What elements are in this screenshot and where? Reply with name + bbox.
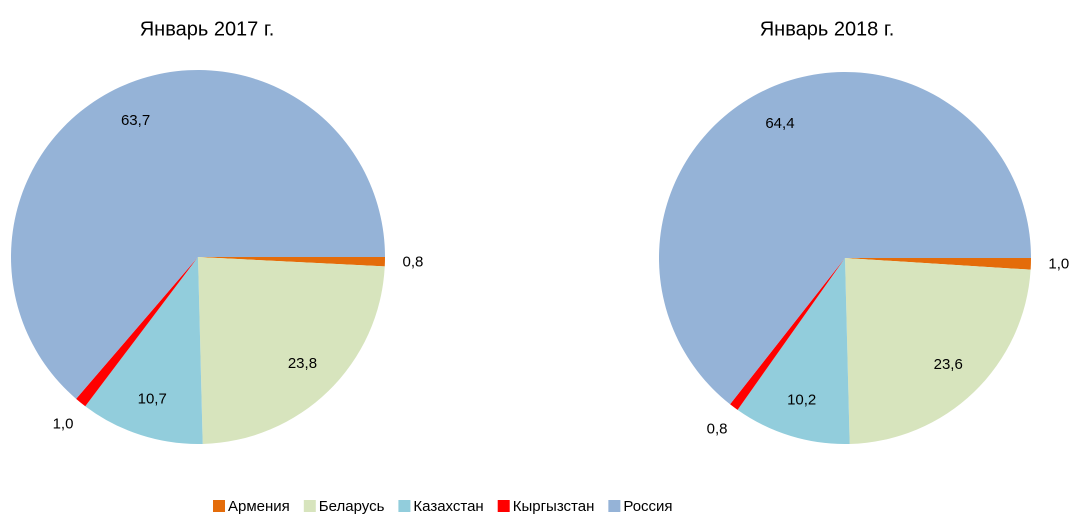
legend-label: Казахстан — [413, 498, 483, 515]
pie-slice — [76, 257, 198, 407]
pie-slice — [845, 258, 1031, 444]
pie-slice — [198, 257, 385, 444]
legend-swatch — [608, 500, 621, 512]
legend-label: Россия — [623, 498, 672, 515]
chart-title: Январь 2017 г. — [140, 18, 275, 40]
legend-swatch — [213, 500, 225, 512]
data-label: 1,0 — [53, 415, 74, 432]
pie-slice — [730, 258, 845, 410]
data-label: 1,0 — [1048, 256, 1069, 273]
pie-slice — [737, 258, 850, 444]
pie-slice — [198, 257, 385, 267]
data-label: 10,2 — [787, 391, 816, 408]
data-label: 10,7 — [138, 390, 167, 407]
pie-slice — [845, 258, 1031, 270]
chart-title: Январь 2018 г. — [760, 18, 895, 40]
legend-swatch — [398, 500, 411, 512]
pie-slice — [11, 70, 385, 399]
legend-label: Армения — [228, 498, 290, 515]
data-label: 64,4 — [765, 115, 794, 132]
data-label: 23,6 — [934, 356, 963, 373]
pie-slice — [85, 257, 203, 444]
legend-swatch — [497, 500, 510, 512]
data-label: 0,8 — [403, 253, 424, 270]
legend-swatch — [303, 500, 316, 512]
data-label: 63,7 — [121, 112, 150, 129]
legend-label: Беларусь — [319, 498, 385, 515]
pie-slice — [659, 72, 1031, 405]
legend-label: Кыргызстан — [513, 498, 595, 515]
data-label: 23,8 — [288, 355, 317, 372]
data-label: 0,8 — [707, 420, 728, 437]
